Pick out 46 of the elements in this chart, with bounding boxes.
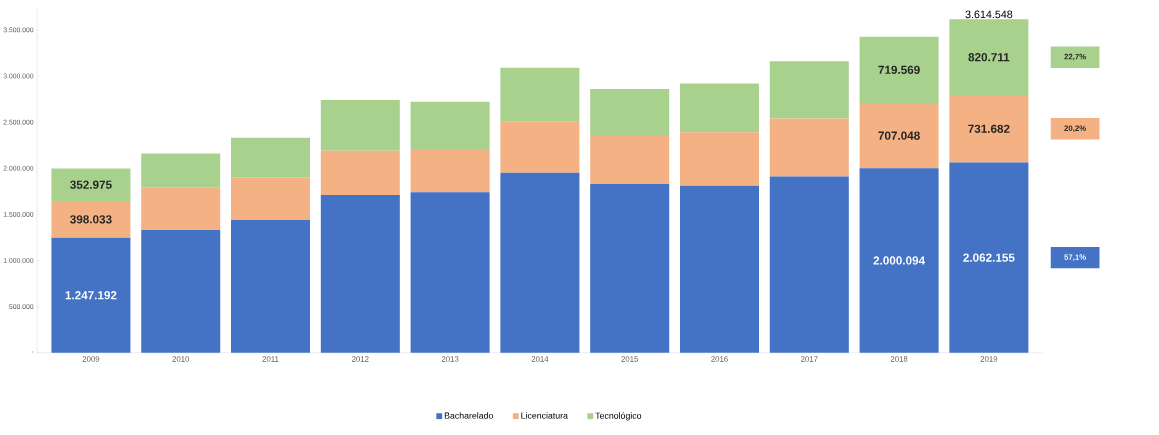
data-label: 719.569 — [878, 65, 920, 75]
bar — [141, 153, 221, 188]
bar — [231, 177, 311, 221]
bar — [500, 121, 580, 174]
bar — [949, 19, 1029, 96]
legend-label: Tecnológico — [595, 412, 642, 421]
bar — [410, 149, 490, 193]
data-label: 731.682 — [968, 124, 1010, 134]
bar — [859, 36, 939, 104]
bar — [590, 135, 670, 185]
bar — [949, 162, 1029, 353]
bar — [679, 132, 759, 186]
data-label: 2.062.155 — [963, 253, 1015, 262]
bar — [410, 192, 490, 353]
bar — [141, 230, 221, 353]
bar — [590, 89, 670, 136]
bar — [679, 185, 759, 353]
legend-label: Licenciatura — [521, 412, 568, 419]
bar — [500, 67, 580, 122]
bar — [320, 195, 400, 353]
total-label: 3.614.548 — [965, 10, 1013, 19]
legend-label: Bacharelado — [444, 412, 493, 419]
bar — [51, 237, 131, 353]
bar — [320, 150, 400, 196]
bar — [231, 138, 311, 178]
data-label: 352.975 — [70, 180, 112, 190]
data-label: 820.711 — [968, 53, 1010, 62]
bar — [500, 173, 580, 353]
bar — [141, 187, 221, 231]
data-label: 707.048 — [878, 131, 920, 140]
data-label: 2.000.094 — [873, 256, 926, 265]
bar — [859, 103, 939, 169]
bar — [590, 184, 670, 353]
bar — [769, 61, 849, 119]
bar — [769, 176, 849, 353]
bar — [769, 118, 849, 177]
bar — [51, 201, 131, 238]
bar — [231, 220, 311, 353]
bar — [949, 95, 1029, 163]
bar — [410, 102, 490, 150]
data-label: 1.247.192 — [65, 291, 117, 300]
bar — [679, 83, 759, 133]
bar — [320, 100, 400, 151]
data-label: 398.033 — [70, 215, 112, 224]
bar — [859, 168, 939, 353]
bar — [51, 168, 131, 202]
